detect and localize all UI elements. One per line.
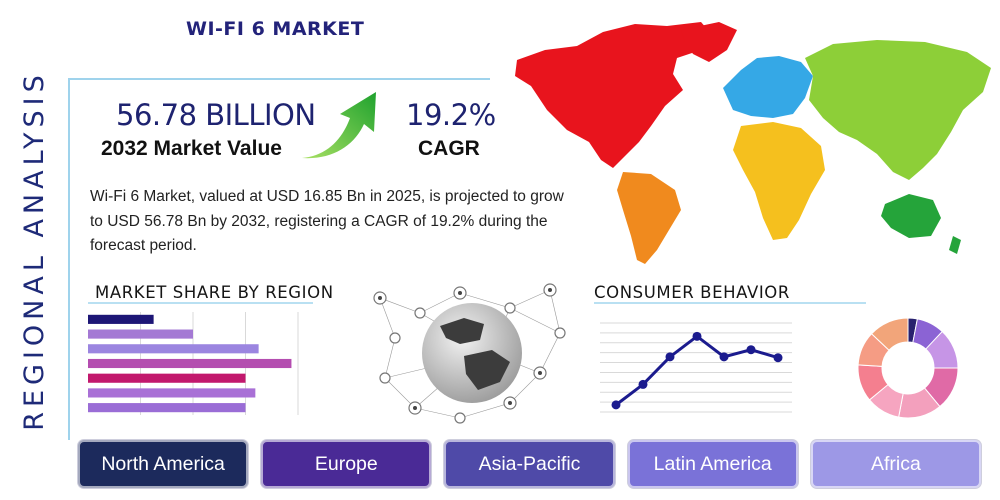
bar-7 [88, 403, 246, 413]
frame-divider-left [68, 78, 70, 440]
line-point-7 [773, 353, 783, 363]
bar-2 [88, 329, 193, 339]
bar-3 [88, 344, 259, 354]
bar-1 [88, 314, 154, 324]
network-globe-icon [373, 283, 566, 424]
consumer-behavior-underline [594, 302, 866, 304]
line-point-1 [611, 400, 621, 410]
consumer-behavior-donut-chart [857, 317, 959, 419]
line-point-6 [746, 345, 756, 355]
growth-arrow-icon [302, 92, 376, 159]
line-point-5 [719, 352, 729, 362]
consumer-behavior-title: CONSUMER BEHAVIOR [594, 283, 790, 302]
tab-latin-america[interactable]: Latin America [627, 440, 798, 488]
line-point-2 [638, 379, 648, 389]
side-title: REGIONAL ANALYSIS [14, 70, 54, 431]
market-value-label: 2032 Market Value [101, 137, 282, 160]
tab-asia-pacific[interactable]: Asia-Pacific [444, 440, 615, 488]
side-title-text: REGIONAL ANALYSIS [18, 69, 50, 431]
tab-africa[interactable]: Africa [810, 440, 982, 488]
market-share-bar-chart [88, 312, 299, 415]
line-point-4 [692, 331, 702, 341]
cagr-label: CAGR [418, 137, 480, 160]
frame-divider-top [68, 78, 490, 80]
donut-slice-9 [870, 317, 909, 351]
market-share-title: MARKET SHARE BY REGION [95, 283, 334, 302]
consumer-behavior-line-chart [600, 322, 792, 413]
bar-5 [88, 373, 246, 383]
bar-4 [88, 358, 292, 369]
market-value-figure: 56.78 BILLION [116, 98, 316, 132]
market-share-underline [88, 302, 313, 304]
page-title: WI-FI 6 MARKET [186, 18, 365, 40]
cagr-figure: 19.2% [406, 98, 496, 132]
tab-north-america[interactable]: North America [78, 440, 249, 488]
world-map-icon [515, 22, 991, 264]
tab-europe[interactable]: Europe [261, 440, 432, 488]
market-description: Wi-Fi 6 Market, valued at USD 16.85 Bn i… [90, 188, 564, 254]
region-tabs: North America Europe Asia-Pacific Latin … [78, 440, 982, 488]
line-point-3 [665, 352, 675, 362]
bar-6 [88, 388, 256, 398]
